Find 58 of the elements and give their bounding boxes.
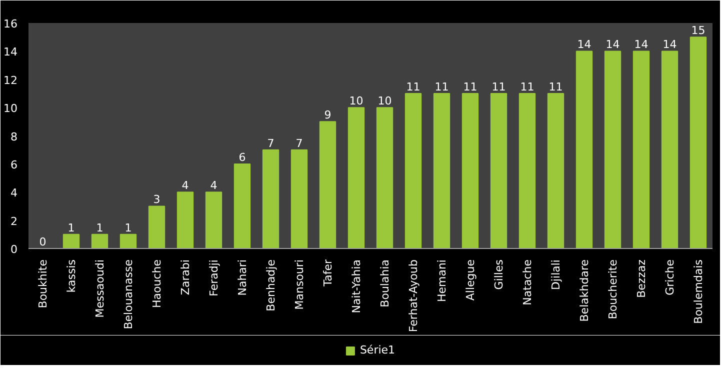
data-label: 14 xyxy=(577,38,592,52)
y-tick-label: 10 xyxy=(4,102,18,116)
x-tick-label: Gilles xyxy=(492,259,506,290)
data-label: 11 xyxy=(434,80,449,94)
y-tick-label: 6 xyxy=(10,158,18,172)
x-tick-label: Haouche xyxy=(150,259,164,308)
x-tick-label: Belouanasse xyxy=(122,259,135,330)
y-tick-label: 8 xyxy=(10,130,18,144)
data-label: 9 xyxy=(324,108,332,122)
data-label: 11 xyxy=(520,80,534,94)
x-tick-label: Natache xyxy=(520,259,534,306)
data-label: 11 xyxy=(463,80,478,94)
x-tick-label: Nahari xyxy=(236,259,249,296)
x-tick-label: Boucherite xyxy=(606,259,620,320)
legend-label: Série1 xyxy=(360,344,396,356)
data-label: 14 xyxy=(606,38,620,52)
data-label: 10 xyxy=(349,94,364,108)
y-tick-label: 12 xyxy=(4,74,18,87)
data-label: 4 xyxy=(182,179,189,192)
x-tick-label: Boulemdais xyxy=(692,259,705,324)
data-label: 1 xyxy=(68,221,75,234)
data-label: 15 xyxy=(691,24,706,38)
x-tick-label: Mansouri xyxy=(292,259,306,310)
data-label: 4 xyxy=(210,179,218,192)
data-label: 3 xyxy=(153,193,160,206)
data-label: 7 xyxy=(267,136,274,150)
x-tick-label: Boukhite xyxy=(36,259,50,308)
data-label: 10 xyxy=(378,94,392,108)
x-tick-label: Boulahia xyxy=(378,259,392,308)
x-tick-label: Feradji xyxy=(207,259,220,296)
x-tick-label: Ferhat-Ayoub xyxy=(406,259,420,332)
x-tick-label: Tafer xyxy=(321,259,334,288)
x-tick-label: Griche xyxy=(663,259,676,296)
data-label: 7 xyxy=(296,136,303,150)
data-label: 11 xyxy=(406,80,420,94)
x-tick-label: Allegue xyxy=(464,259,477,301)
data-label: 6 xyxy=(238,150,246,164)
data-label: 11 xyxy=(492,80,506,94)
data-label: 1 xyxy=(124,221,132,234)
data-label: 14 xyxy=(634,38,648,52)
x-tick-label: Benhadje xyxy=(264,259,278,312)
x-tick-label: Messaoudi xyxy=(93,260,106,318)
x-tick-label: Zarabi xyxy=(178,260,192,296)
y-tick-label: 16 xyxy=(4,18,18,31)
x-tick-label: Nait-Yahia xyxy=(350,260,363,314)
x-tick-label: Bezzaz xyxy=(634,259,648,298)
x-tick-label: Belakhdare xyxy=(578,259,591,322)
data-label: 11 xyxy=(548,80,563,94)
x-tick-label: kassis xyxy=(64,259,78,293)
y-tick-label: 14 xyxy=(4,46,18,59)
y-tick-label: 0 xyxy=(10,243,18,256)
data-label: 0 xyxy=(39,236,46,248)
data-label: 1 xyxy=(96,221,104,234)
x-tick-label: Hemani xyxy=(435,259,448,302)
x-tick-label: Djilali xyxy=(549,259,562,290)
data-label: 14 xyxy=(662,38,677,52)
y-tick-label: 4 xyxy=(10,186,18,200)
y-tick-label: 2 xyxy=(10,214,18,228)
